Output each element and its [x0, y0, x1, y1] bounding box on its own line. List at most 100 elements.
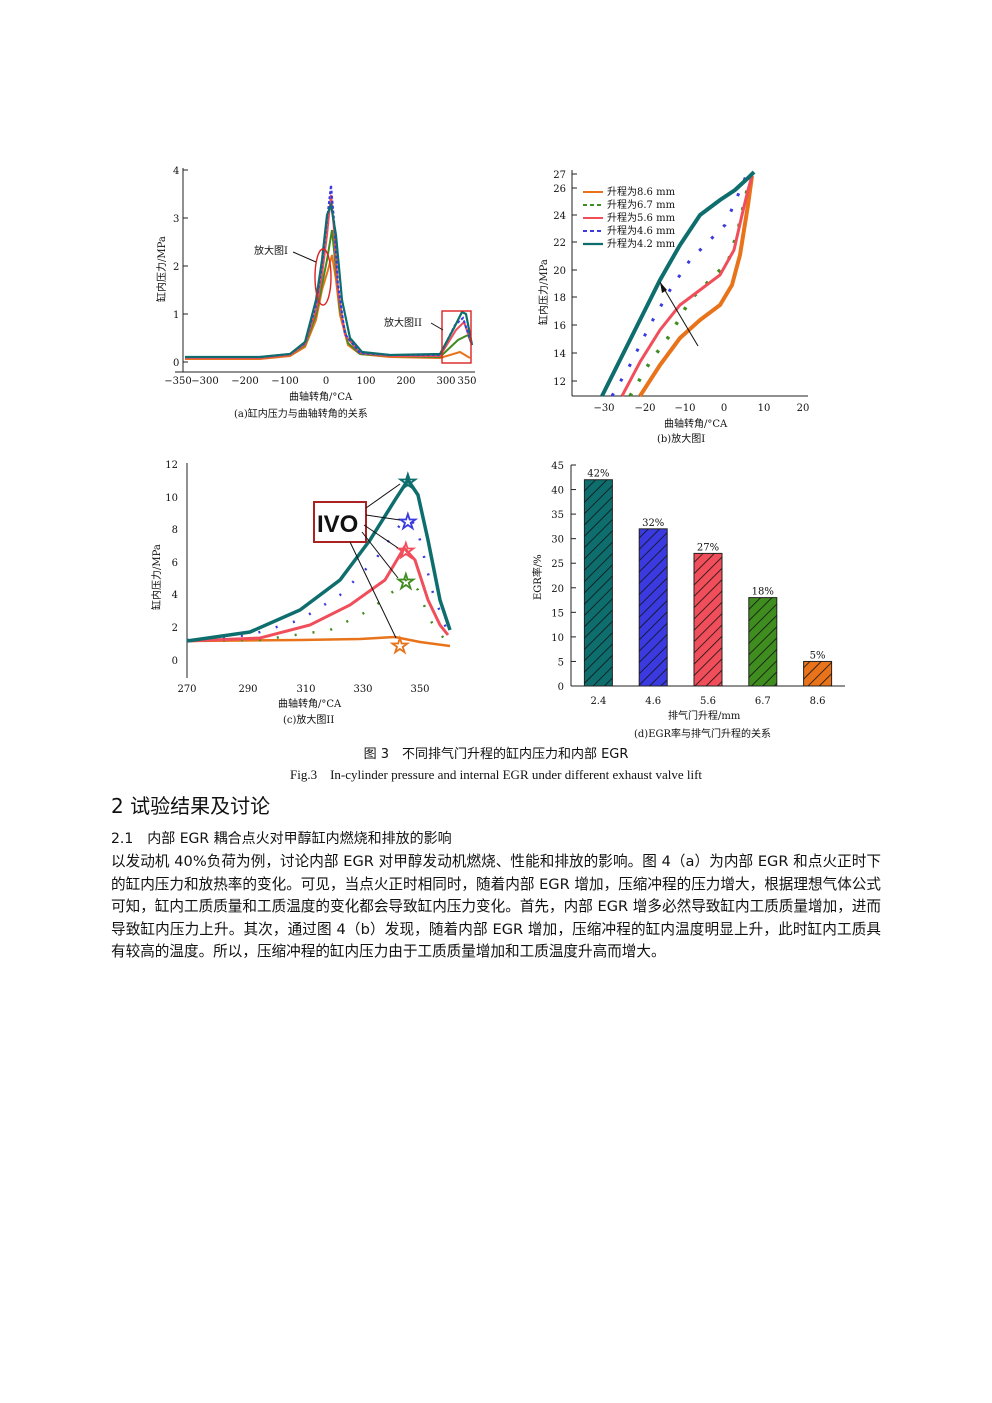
- figure-3: 0 1 2 3 4 −350 −300 −200 −100 0 100 200 …: [150, 166, 845, 740]
- section-heading: 2 试验结果及讨论: [111, 794, 271, 818]
- panel-a: 0 1 2 3 4 −350 −300 −200 −100 0 100 200 …: [155, 166, 477, 420]
- panel-d-bars: 42% 2.4 32% 4.6 27% 5.6 18% 6.7 5% 8.6: [583, 469, 833, 707]
- panel-c-caption: (c)放大图II: [283, 713, 334, 726]
- y-tick: 12: [165, 460, 178, 471]
- x-tick: 6.7: [755, 696, 771, 707]
- annotation-zoom-i: 放大图I: [254, 244, 288, 257]
- ivo-star-4.2: ☆: [398, 470, 418, 495]
- x-tick: −20: [634, 403, 655, 414]
- y-tick: 40: [551, 486, 564, 497]
- y-tick: 20: [553, 266, 566, 277]
- curve-5.6: [620, 175, 754, 397]
- panel-c-ylabel: 缸内压力/MPa: [150, 544, 163, 610]
- y-tick: 26: [553, 184, 566, 195]
- x-tick: −100: [271, 376, 298, 387]
- panel-c-yticks: 0 2 4 6 8 10 12: [165, 460, 178, 667]
- x-tick: 310: [296, 684, 315, 695]
- y-tick: 25: [551, 559, 564, 570]
- x-tick: 270: [177, 684, 196, 695]
- y-tick: 27: [553, 170, 566, 181]
- ivo-star-4.6: ☆: [398, 510, 418, 535]
- x-tick: 5.6: [700, 696, 716, 707]
- y-tick: 5: [558, 657, 564, 668]
- panel-c-xticks: 270 290 310 330 350: [177, 684, 429, 695]
- body-paragraph: 以发动机 40%负荷为例，讨论内部 EGR 对甲醇发动机燃烧、性能和排放的影响。…: [111, 853, 881, 961]
- bar-hatch: [639, 528, 668, 686]
- y-tick: 6: [172, 558, 178, 569]
- y-tick: 15: [551, 608, 564, 619]
- panel-b-yticks: 12 14 16 18 20 22 24 26 27: [553, 170, 577, 388]
- y-tick: 18: [553, 293, 566, 304]
- figure-caption: 图 3 不同排气门升程的缸内压力和内部 EGR Fig.3 In-cylinde…: [0, 743, 992, 783]
- panel-d-xlabel: 排气门升程/mm: [668, 709, 741, 722]
- y-tick: 3: [173, 214, 179, 225]
- panel-a-ylabel: 缸内压力/MPa: [155, 236, 168, 302]
- annotation-zoom-ii: 放大图II: [384, 316, 422, 329]
- panel-a-yticks: 0 1 2 3 4: [173, 166, 188, 369]
- y-tick: 16: [553, 321, 566, 332]
- panel-c: 0 2 4 6 8 10 12 270 290 310 330 350 ☆ ☆ …: [150, 460, 452, 726]
- data-label: 27%: [697, 542, 719, 553]
- panel-a-xticks: −350 −300 −200 −100 0 100 200 300 350: [164, 376, 476, 387]
- x-tick: 200: [396, 376, 415, 387]
- data-label: 42%: [587, 469, 609, 480]
- panel-d: 0 5 10 15 20 25 30 35 40 45 42% 2.4 32% 4.6 27% 5.6 18%…: [531, 461, 845, 740]
- y-tick: 0: [172, 656, 178, 667]
- x-tick: 4.6: [645, 696, 661, 707]
- ivo-star-6.7: ☆: [396, 570, 416, 595]
- y-tick: 0: [173, 358, 179, 369]
- bar-hatch: [803, 661, 832, 686]
- panel-c-xlabel: 曲轴转角/°CA: [278, 697, 342, 710]
- panel-b: 12 14 16 18 20 22 24 26 27 −30 −20 −10 0…: [537, 170, 809, 445]
- data-label: 5%: [810, 650, 826, 661]
- panel-a-xlabel: 曲轴转角/°CA: [289, 390, 353, 403]
- y-tick: 22: [553, 238, 566, 249]
- curve-5.6: [186, 545, 450, 643]
- x-tick: −10: [674, 403, 695, 414]
- panel-d-ylabel: EGR率/%: [531, 554, 544, 600]
- subsection-heading: 2.1 内部 EGR 耦合点火对甲醇缸内燃烧和排放的影响: [111, 831, 452, 847]
- ivo-label-box: [313, 501, 367, 543]
- panel-b-ylabel: 缸内压力/MPa: [537, 259, 550, 325]
- y-tick: 0: [558, 682, 564, 693]
- x-tick: −200: [231, 376, 258, 387]
- y-tick: 45: [551, 461, 564, 472]
- curve-8.6: [186, 635, 451, 648]
- data-label: 32%: [642, 518, 664, 529]
- figure-caption-zh: 图 3 不同排气门升程的缸内压力和内部 EGR: [363, 747, 629, 762]
- legend-item: 升程为4.2 mm: [607, 238, 676, 250]
- bar-hatch: [584, 479, 613, 686]
- x-tick: 330: [353, 684, 372, 695]
- legend-item: 升程为8.6 mm: [607, 186, 676, 198]
- x-tick: −350: [164, 376, 191, 387]
- y-tick: 10: [551, 633, 564, 644]
- zoom-region-i: [314, 248, 332, 306]
- panel-d-yticks: 0 5 10 15 20 25 30 35 40 45: [551, 461, 576, 693]
- x-tick: −300: [191, 376, 218, 387]
- ivo-star-5.6: ☆: [396, 539, 416, 564]
- y-tick: 30: [551, 535, 564, 546]
- curve-4.2: [600, 170, 756, 397]
- panel-b-legend: 升程为8.6 mm 升程为6.7 mm 升程为5.6 mm 升程为4.6 mm …: [583, 186, 676, 250]
- y-tick: 2: [173, 262, 179, 273]
- x-tick: 20: [797, 403, 810, 414]
- curve-4.2: [185, 200, 474, 359]
- ivo-star-8.6: ☆: [390, 634, 410, 659]
- curve-6.7: [185, 229, 473, 359]
- y-tick: 35: [551, 510, 564, 521]
- legend-item: 升程为5.6 mm: [607, 212, 676, 224]
- y-tick: 24: [553, 211, 566, 222]
- y-tick: 12: [553, 377, 566, 388]
- zoom-region-ii: [441, 310, 472, 364]
- panel-b-xticks: −30 −20 −10 0 10 20: [593, 403, 809, 414]
- y-tick: 2: [172, 623, 178, 634]
- y-tick: 8: [172, 525, 178, 536]
- y-tick: 14: [553, 349, 566, 360]
- panel-a-caption: (a)缸内压力与曲轴转角的关系: [234, 407, 368, 420]
- curve-8.6: [638, 175, 754, 398]
- x-tick: 0: [323, 376, 329, 387]
- curve-8.6: [185, 254, 471, 360]
- x-tick: −30: [593, 403, 614, 414]
- panel-d-caption: (d)EGR率与排气门升程的关系: [634, 727, 771, 740]
- x-tick: 100: [356, 376, 375, 387]
